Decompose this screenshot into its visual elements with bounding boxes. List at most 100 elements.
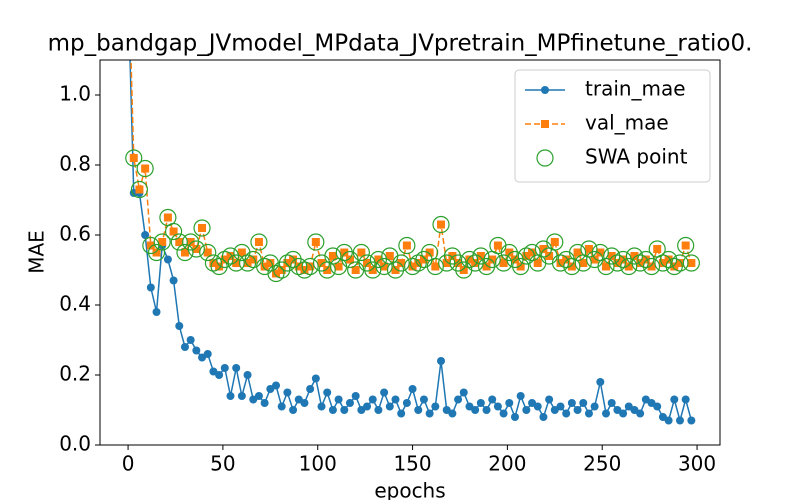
data-point	[636, 259, 645, 267]
data-point	[158, 238, 167, 246]
data-point	[340, 406, 349, 414]
y-tick-label: 0.6	[59, 222, 91, 246]
data-point	[380, 388, 389, 397]
swa-point	[677, 236, 695, 255]
swa-point	[284, 250, 302, 269]
legend-marker	[541, 120, 549, 128]
swa-point	[307, 233, 325, 251]
data-point	[510, 413, 519, 421]
swa-point	[568, 243, 587, 262]
x-axis-label: epochs	[374, 479, 445, 500]
data-point	[340, 248, 349, 257]
swa-point	[426, 257, 444, 276]
data-point	[289, 406, 298, 414]
swa-point	[142, 236, 160, 255]
data-point	[556, 402, 565, 411]
data-point	[482, 406, 491, 414]
data-point	[510, 255, 519, 264]
data-point	[237, 392, 246, 400]
data-point	[391, 395, 400, 404]
data-point	[363, 402, 372, 411]
data-point	[169, 227, 178, 236]
swa-point	[227, 254, 245, 272]
swa-point	[250, 233, 268, 251]
data-point	[619, 409, 628, 418]
series-line	[130, 60, 693, 275]
data-point	[334, 262, 343, 271]
data-point	[442, 259, 451, 267]
data-point	[363, 259, 372, 267]
data-point	[260, 399, 269, 407]
data-point	[141, 164, 150, 173]
data-point	[653, 402, 662, 411]
swa-point	[551, 254, 570, 272]
data-point	[505, 399, 514, 407]
swa-point	[301, 257, 319, 276]
data-point	[294, 262, 303, 271]
swa-point	[176, 243, 194, 262]
swa-point	[682, 254, 700, 272]
swa-point	[580, 240, 598, 258]
data-point	[630, 252, 639, 260]
data-point	[368, 395, 377, 404]
data-point	[232, 259, 241, 267]
plot-area	[125, 60, 700, 425]
data-point	[209, 259, 218, 267]
data-point	[476, 399, 485, 407]
data-point	[397, 409, 406, 418]
data-point	[516, 262, 525, 271]
data-point	[675, 416, 684, 425]
data-point	[220, 364, 229, 372]
data-point	[425, 248, 434, 257]
data-point	[499, 259, 508, 267]
swa-point	[369, 250, 388, 269]
x-tick-label: 150	[393, 452, 431, 476]
data-point	[687, 416, 696, 425]
swa-point	[500, 243, 518, 262]
series-line	[129, 60, 693, 424]
swa-point	[221, 247, 240, 265]
data-point	[493, 402, 502, 411]
data-point	[505, 248, 514, 257]
swa-point	[153, 233, 171, 251]
swa-point	[199, 243, 217, 262]
data-point	[545, 252, 554, 260]
swa-point	[392, 254, 410, 272]
data-point	[454, 259, 463, 267]
data-point	[459, 388, 468, 397]
data-point	[368, 266, 377, 274]
swa-point	[660, 250, 678, 269]
data-point	[163, 255, 172, 264]
data-point	[374, 406, 383, 414]
data-point	[493, 241, 502, 250]
data-point	[670, 395, 679, 404]
data-point	[488, 255, 497, 264]
swa-point	[654, 254, 672, 272]
data-point	[169, 276, 178, 285]
data-point	[437, 357, 446, 365]
data-point	[675, 259, 684, 267]
swa-point	[324, 247, 342, 265]
data-point	[243, 259, 252, 267]
data-point	[658, 259, 667, 267]
data-point	[345, 255, 354, 264]
swa-point	[187, 240, 205, 258]
data-point	[175, 238, 184, 246]
data-point	[300, 266, 309, 274]
data-point	[488, 395, 497, 404]
swa-point	[460, 250, 479, 269]
data-point	[385, 252, 394, 260]
data-point	[186, 336, 195, 344]
data-point	[192, 245, 201, 253]
data-point	[203, 350, 212, 358]
data-point	[664, 255, 673, 264]
data-point	[317, 259, 326, 267]
swa-point	[625, 247, 644, 265]
data-point	[431, 262, 440, 271]
swa-point	[210, 257, 228, 276]
swa-point	[665, 257, 683, 276]
swa-point	[477, 257, 496, 276]
data-point	[562, 409, 571, 418]
data-point	[135, 185, 144, 194]
data-point	[664, 416, 673, 425]
